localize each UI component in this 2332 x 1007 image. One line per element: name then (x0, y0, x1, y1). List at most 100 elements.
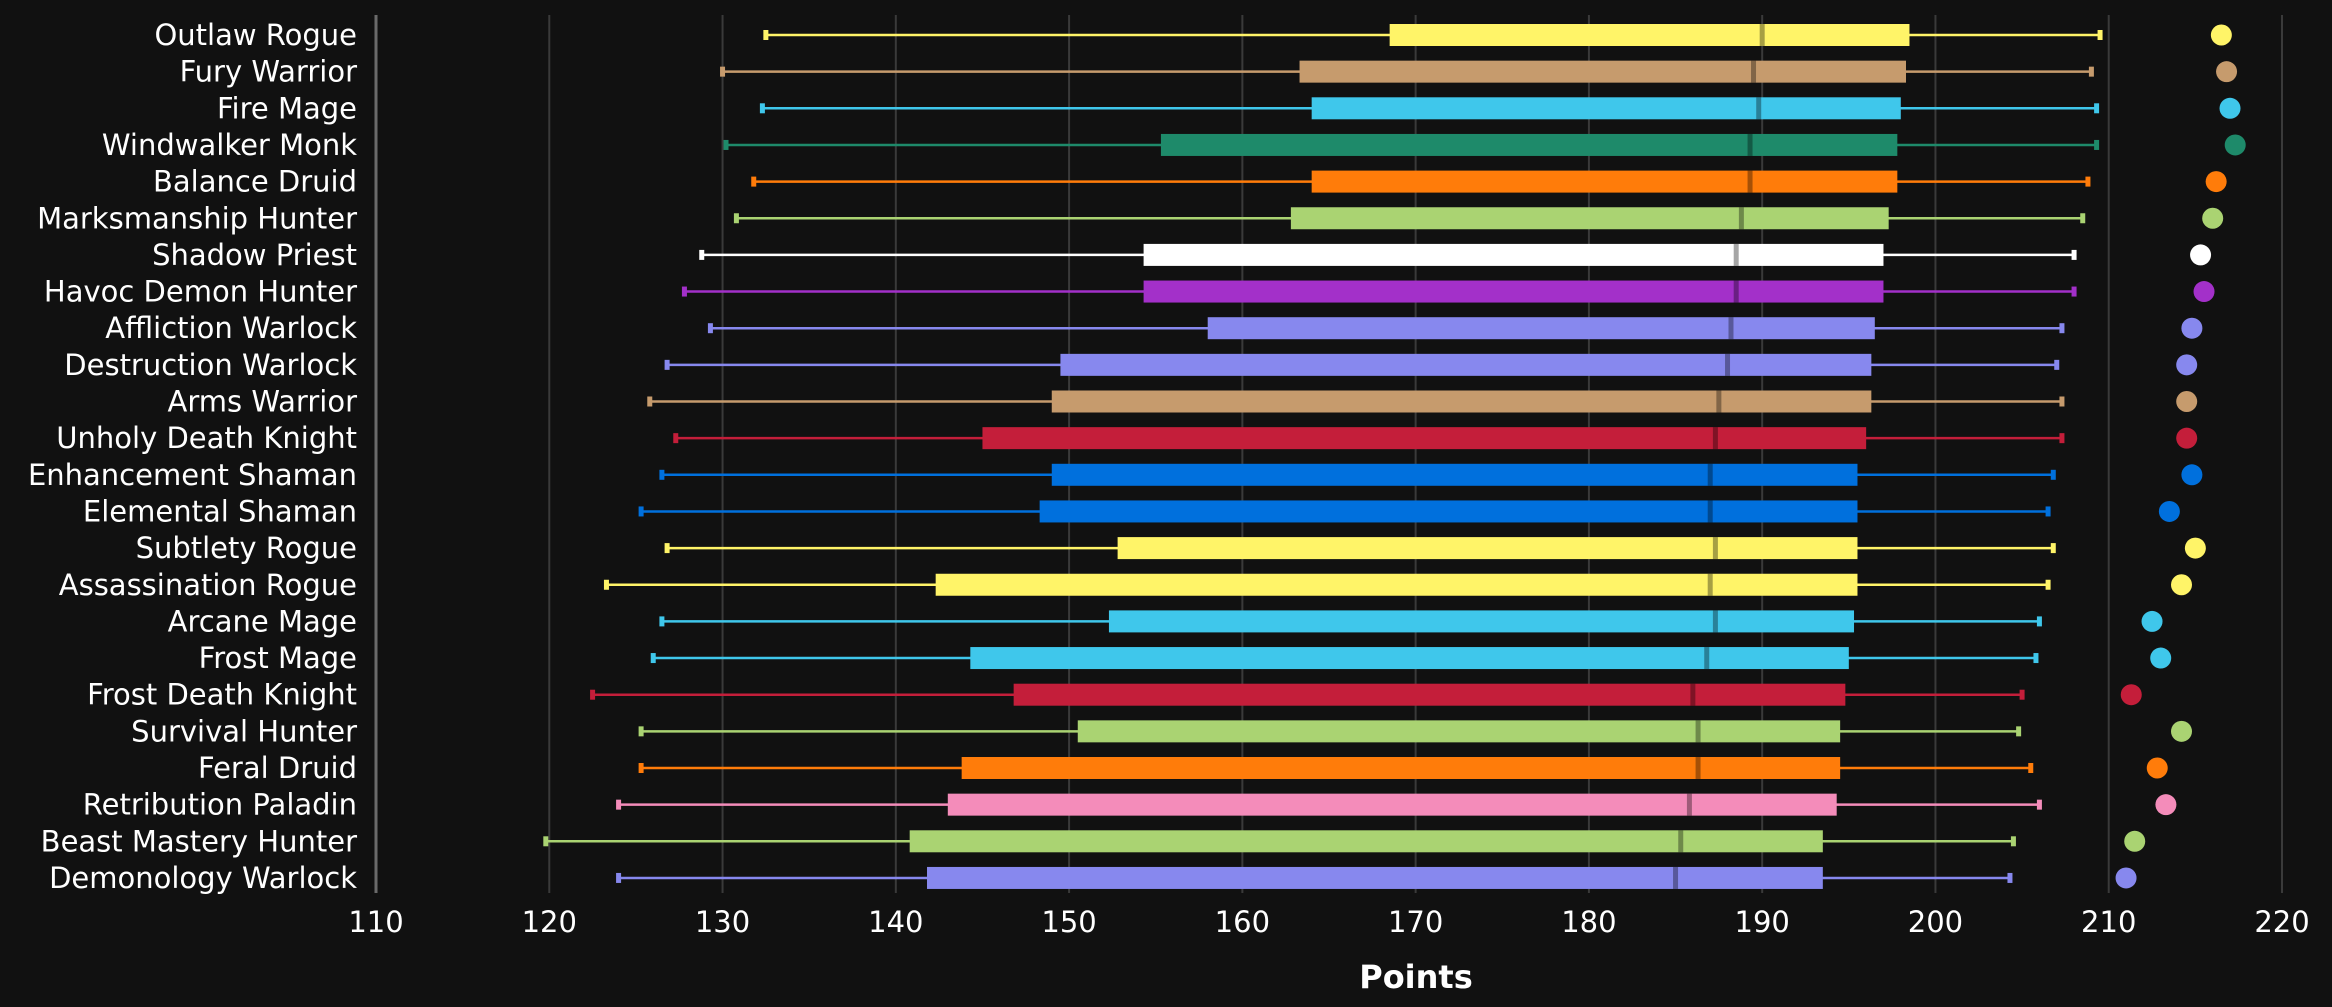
whisker-max-cap (2059, 433, 2065, 444)
iqr-box (1311, 97, 1901, 120)
iqr-box (1077, 720, 1841, 743)
x-tick-label-210: 210 (2081, 905, 2136, 939)
score-point (2210, 24, 2232, 46)
box-row (647, 390, 2065, 413)
iqr-box (1143, 280, 1884, 303)
whisker-max-cap (2054, 359, 2060, 370)
category-label: Arcane Mage (168, 604, 357, 638)
whisker-max-cap (2036, 799, 2042, 810)
category-label: Assassination Rogue (59, 568, 357, 602)
whisker-max-cap (2094, 103, 2100, 114)
score-point (2181, 317, 2203, 339)
whisker-min-cap (759, 103, 765, 114)
box-row (659, 463, 2056, 486)
whisker-min-cap (638, 726, 644, 737)
category-label: Frost Mage (199, 641, 357, 675)
iqr-box (1051, 463, 1858, 486)
median-marker (1707, 573, 1713, 596)
whisker-max-cap (2059, 396, 2065, 407)
score-points (2115, 24, 2246, 889)
category-label: Havoc Demon Hunter (44, 275, 357, 309)
score-point (2150, 647, 2172, 669)
whisker-min-cap (638, 506, 644, 517)
whisker-min-cap (616, 872, 622, 883)
box-row (681, 280, 2077, 303)
score-point (2202, 207, 2224, 229)
whisker-min-cap (673, 433, 679, 444)
median-marker (1686, 793, 1692, 816)
iqr-box (947, 793, 1837, 816)
category-label: Unholy Death Knight (56, 421, 357, 455)
whisker-min-cap (723, 139, 729, 150)
score-point (2124, 830, 2146, 852)
score-point (2146, 757, 2168, 779)
whisker-min-cap (638, 763, 644, 773)
whisker-max-cap (2045, 506, 2051, 517)
score-point (2216, 61, 2238, 83)
whisker-max-cap (2097, 30, 2103, 40)
median-marker (1733, 280, 1739, 303)
x-tick-label-180: 180 (1561, 905, 1616, 939)
whisker-min-cap (603, 579, 609, 590)
box-row (590, 683, 2025, 706)
iqr-box (982, 427, 1867, 450)
iqr-box (1311, 170, 1898, 193)
x-tick-labels: 110 120 130 140 150 160 170 180 190 200 210 220 (348, 905, 2309, 939)
score-point (2184, 537, 2206, 559)
box-row (733, 207, 2086, 230)
score-point (2115, 867, 2137, 889)
iqr-box (1039, 500, 1858, 523)
median-marker (1695, 757, 1701, 779)
median-marker (1704, 647, 1710, 670)
x-tick-label-150: 150 (1041, 905, 1096, 939)
box-row (638, 757, 2034, 779)
x-tick-label-170: 170 (1388, 905, 1443, 939)
whisker-min-cap (707, 323, 713, 334)
median-marker (1756, 97, 1762, 120)
median-marker (1712, 537, 1718, 560)
iqr-box (1060, 353, 1872, 376)
median-marker (1716, 390, 1722, 413)
median-marker (1738, 207, 1744, 230)
box-row (616, 793, 2042, 816)
x-tick-label-120: 120 (522, 905, 577, 939)
category-label: Feral Druid (198, 751, 357, 785)
whisker-min-cap (699, 249, 705, 260)
box-row (673, 427, 2065, 450)
x-tick-label-140: 140 (868, 905, 923, 939)
box-row (603, 573, 2051, 596)
whisker-max-cap (2010, 836, 2016, 847)
iqr-box (1160, 133, 1898, 156)
box-row (759, 97, 2100, 120)
category-label: Demonology Warlock (49, 861, 357, 895)
category-label: Arms Warrior (168, 385, 358, 419)
median-marker (1707, 500, 1713, 523)
iqr-box (927, 866, 1823, 889)
whisker-min-cap (616, 799, 622, 810)
whisker-max-cap (2088, 66, 2094, 77)
whisker-min-cap (590, 689, 596, 700)
iqr-box (1117, 537, 1858, 560)
whisker-min-cap (751, 176, 757, 187)
score-point (2176, 354, 2198, 376)
median-marker (1728, 317, 1734, 340)
whisker-max-cap (2080, 213, 2086, 224)
whisker-max-cap (2019, 689, 2025, 700)
whisker-min-cap (650, 653, 656, 664)
iqr-box (970, 647, 1849, 670)
whisker-max-cap (2007, 872, 2013, 883)
category-label: Retribution Paladin (83, 788, 357, 822)
score-point (2181, 464, 2203, 486)
category-label: Shadow Priest (152, 238, 357, 272)
whisker-max-cap (2050, 543, 2056, 554)
score-point (2190, 244, 2212, 266)
category-label: Outlaw Rogue (154, 18, 357, 52)
whisker-max-cap (2071, 286, 2077, 297)
score-point (2176, 391, 2198, 412)
iqr-box (1013, 683, 1846, 706)
x-tick-label-190: 190 (1735, 905, 1790, 939)
whisker-max-cap (2071, 249, 2077, 260)
whisker-max-cap (2059, 323, 2065, 334)
box-row (664, 353, 2060, 376)
